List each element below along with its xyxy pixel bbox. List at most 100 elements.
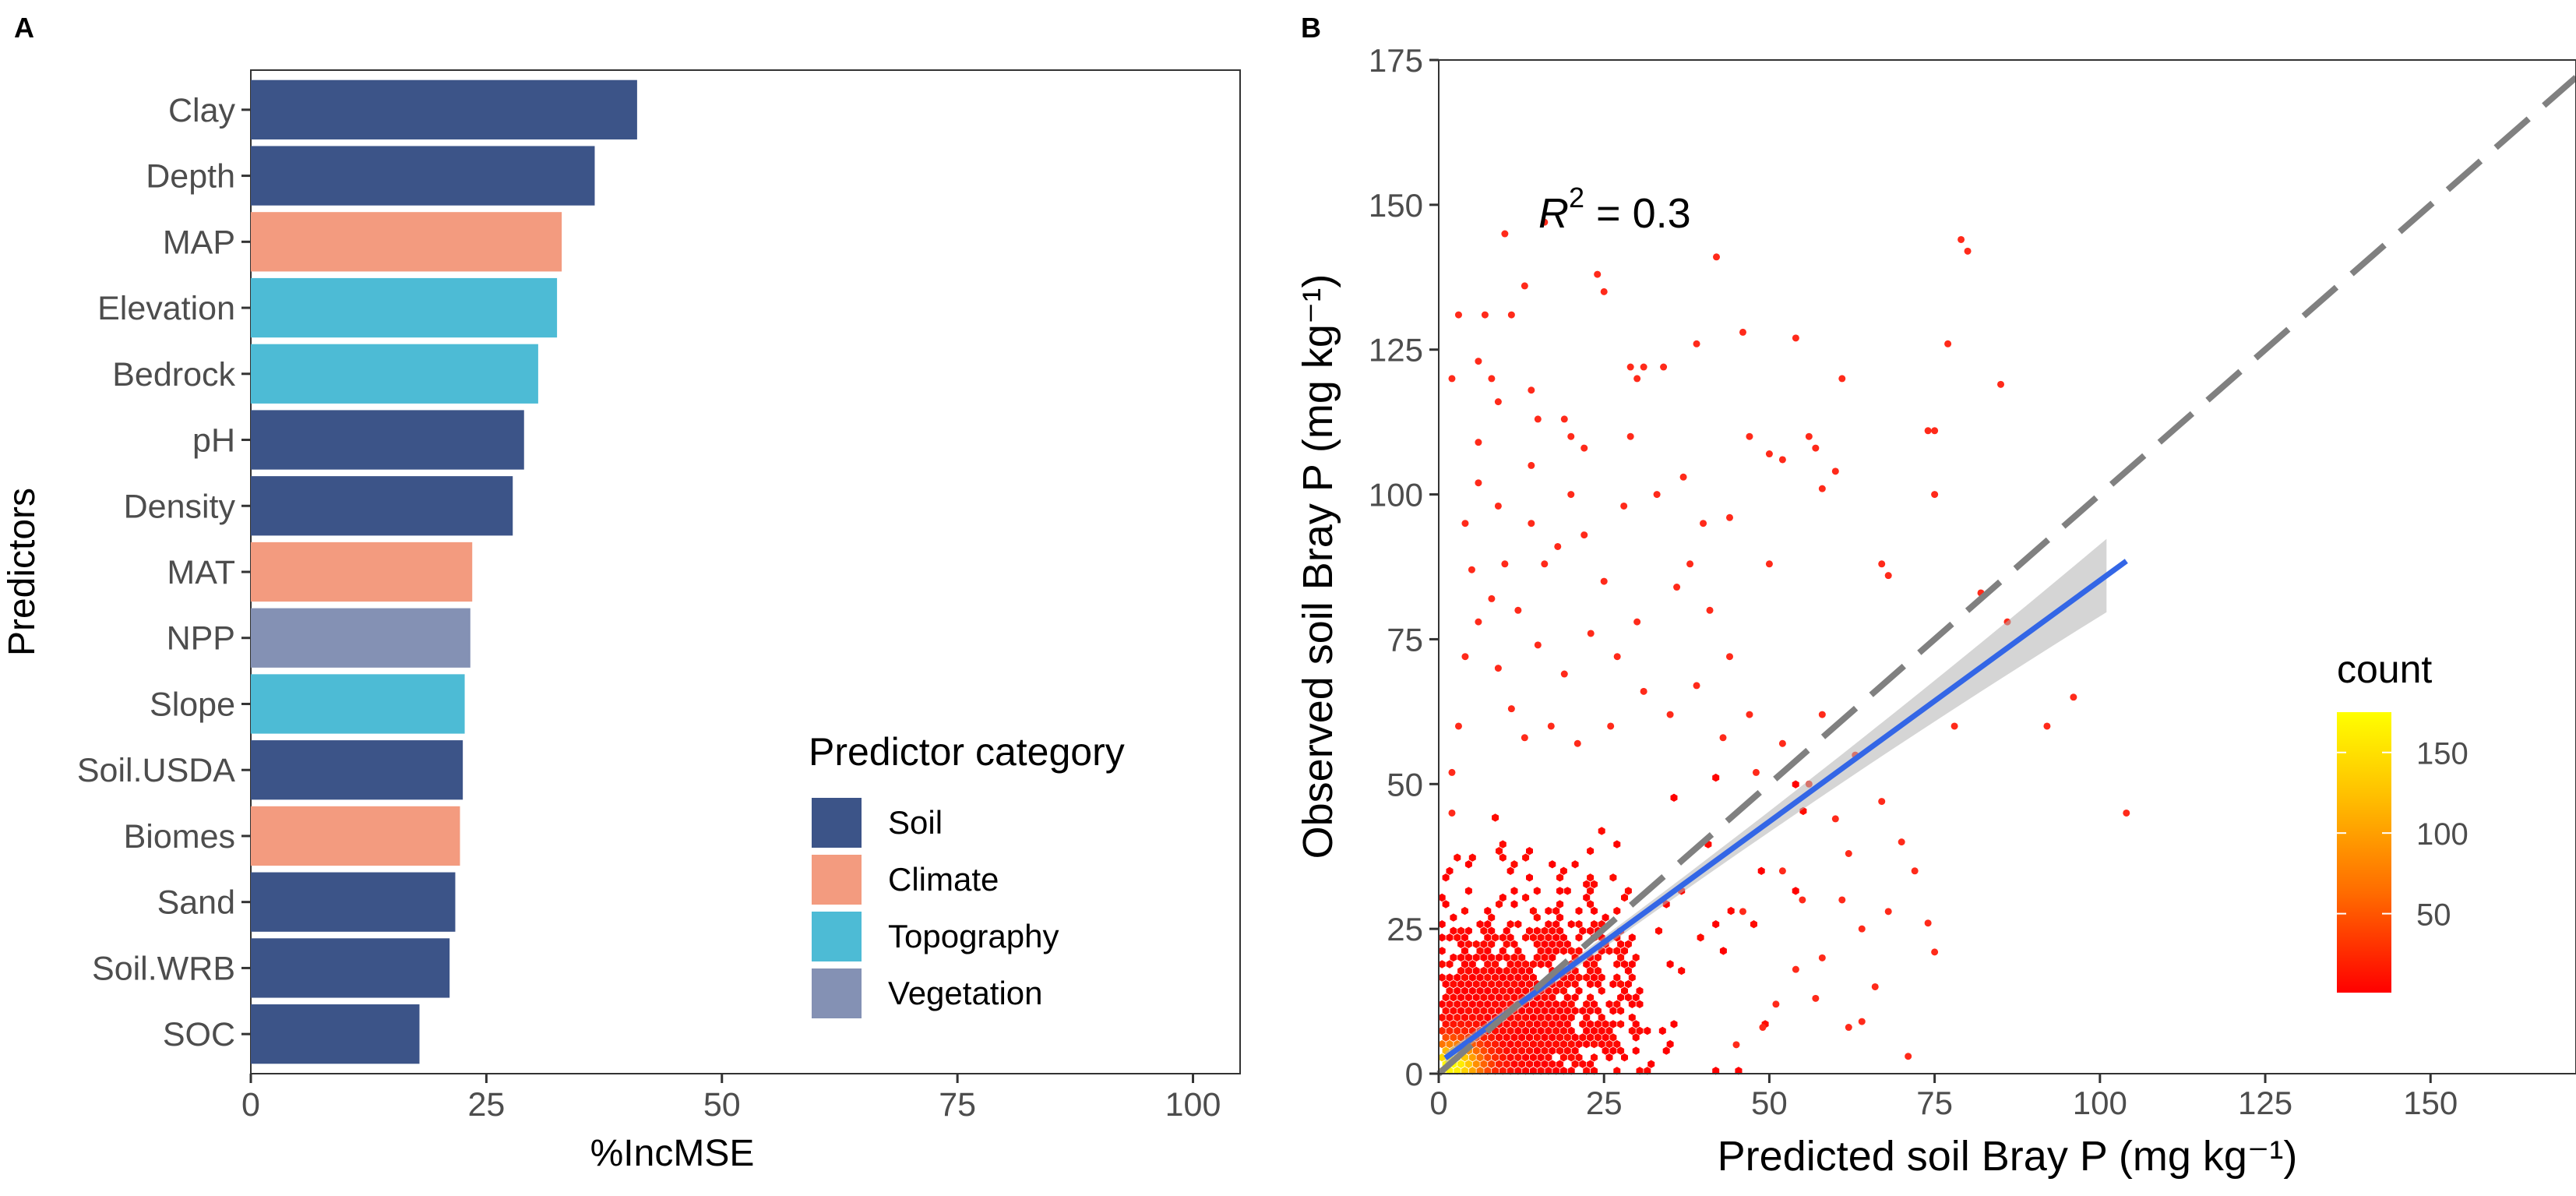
hexbin-cell: [1438, 1039, 1446, 1049]
hexbin-cell: [1556, 913, 1564, 922]
hexbin-cell: [1464, 1060, 1472, 1068]
hexbin-cell: [1552, 1026, 1560, 1035]
panel-b-y-axis-title: Observed soil Bray P (mg kg⁻¹): [1295, 274, 1341, 859]
hexbin-cell: [1492, 1039, 1499, 1049]
panel-b-label: B: [1301, 12, 1321, 44]
hexbin-cell: [1727, 906, 1735, 916]
outlier-point: [1626, 363, 1634, 371]
hexbin-cell: [1567, 973, 1575, 982]
outlier-point: [1534, 641, 1542, 649]
hexbin-cell: [1499, 973, 1506, 982]
hexbin-cell: [1559, 866, 1567, 875]
hexbin-cell: [1591, 1053, 1598, 1062]
hexbin-cell: [1628, 933, 1636, 942]
colorbar-ticks: 50 100 150: [2337, 737, 2469, 933]
hexbin-cell: [1510, 860, 1518, 869]
hexbin-cell: [1712, 773, 1720, 782]
hexbin-cell: [1510, 979, 1518, 989]
outlier-point: [1521, 282, 1528, 290]
outlier-point: [1818, 954, 1826, 961]
bar-biomes: [251, 806, 460, 866]
hexbin-cell: [1492, 933, 1499, 942]
hexbin-cell: [1503, 1020, 1510, 1028]
hexbin-cell: [1533, 953, 1541, 962]
hexbin-cell: [1605, 1039, 1613, 1049]
hexbin-cell: [1510, 993, 1518, 1002]
r-squared-annotation: R2 = 0.3: [1538, 182, 1691, 237]
hexbin-cell: [1464, 887, 1472, 895]
hexbin-cell: [1484, 947, 1492, 955]
hexbin-cell: [1496, 1046, 1503, 1055]
hexbin-cell: [1492, 1000, 1499, 1008]
hexbin-cell: [1559, 1067, 1567, 1075]
hexbin-cell: [1522, 1026, 1530, 1035]
hexbin-cell: [1484, 1039, 1492, 1049]
hexbin-cell: [1461, 973, 1468, 982]
hexbin-cell: [1492, 986, 1499, 995]
hexbin-cell: [1613, 1039, 1621, 1049]
hexbin-cell: [1529, 1026, 1537, 1035]
hexbin-cell: [1537, 947, 1545, 955]
hexbin-cell: [1438, 893, 1446, 902]
outlier-point: [1461, 653, 1469, 661]
hexbin-cell: [1488, 913, 1496, 922]
hexbin-cell: [1602, 1020, 1609, 1028]
hexbin-cell: [1480, 926, 1488, 935]
x-tick-label: 150: [2403, 1085, 2458, 1121]
hexbin-cell: [1510, 1020, 1518, 1028]
hexbin-cell: [1602, 1033, 1609, 1042]
hexbin-cell: [1506, 960, 1514, 968]
hexbin-cell: [1583, 1067, 1591, 1075]
hexbin-cell: [1476, 1000, 1484, 1008]
hexbin-cell: [1533, 1020, 1541, 1028]
hexbin-cell: [1587, 900, 1595, 908]
hexbin-cell: [1658, 1026, 1666, 1035]
hexbin-cell: [1583, 893, 1591, 902]
hexbin-cell: [1496, 966, 1503, 975]
outlier-point: [1884, 572, 1892, 580]
hexbin-cell: [1461, 1013, 1468, 1022]
hexbin-cell: [1605, 1053, 1613, 1062]
outlier-point: [1732, 1041, 1740, 1049]
hexbin-cell: [1591, 906, 1598, 916]
x-tick-label: 50: [1751, 1085, 1788, 1121]
hexbin-cell: [1476, 1053, 1484, 1062]
hexbin-cell: [1468, 973, 1476, 982]
hexbin-cell: [1526, 873, 1533, 882]
outlier-point: [1673, 584, 1681, 591]
hexbin-cell: [1503, 940, 1510, 948]
hexbin-cell: [1609, 1046, 1617, 1055]
hexbin-cell: [1541, 1046, 1549, 1055]
y-tick-label: Depth: [146, 158, 235, 196]
count-colorbar: count 50 100 150: [2337, 647, 2469, 993]
hexbin-cell: [1567, 920, 1575, 929]
hexbin-cell: [1526, 1020, 1533, 1028]
hexbin-cell: [1594, 979, 1602, 989]
hexbin-cell: [1628, 973, 1636, 982]
hexbin-cell: [1461, 906, 1468, 916]
hexbin-cell: [1594, 1033, 1602, 1042]
hexbin-cell: [1583, 880, 1591, 889]
hexbin-cell: [1591, 960, 1598, 968]
legend-label-topography: Topography: [888, 918, 1059, 954]
hexbin-cell: [1503, 953, 1510, 962]
outlier-point: [1884, 908, 1892, 916]
hexbin-cell: [1792, 780, 1799, 789]
hexbin-cell: [1442, 1007, 1450, 1015]
hexbin-cell: [1552, 1067, 1560, 1075]
outlier-point: [2070, 693, 2077, 701]
hexbin-cell: [1697, 933, 1704, 942]
hexbin-cell: [1556, 887, 1564, 895]
hexbin-cell: [1571, 1046, 1579, 1055]
hexbin-cell: [1537, 1026, 1545, 1035]
hexbin-cell: [1499, 986, 1506, 995]
hexbin-cell: [1499, 933, 1506, 942]
hexbin-cell: [1518, 1060, 1526, 1068]
hexbin-cell: [1598, 1039, 1605, 1049]
hexbin-cell: [1499, 1026, 1506, 1035]
outlier-point: [1700, 520, 1707, 527]
outlier-point: [1931, 948, 1939, 956]
legend-swatch-climate: [812, 855, 862, 905]
hexbin-cell: [1563, 1020, 1571, 1028]
hexbin-cell: [1613, 973, 1621, 982]
